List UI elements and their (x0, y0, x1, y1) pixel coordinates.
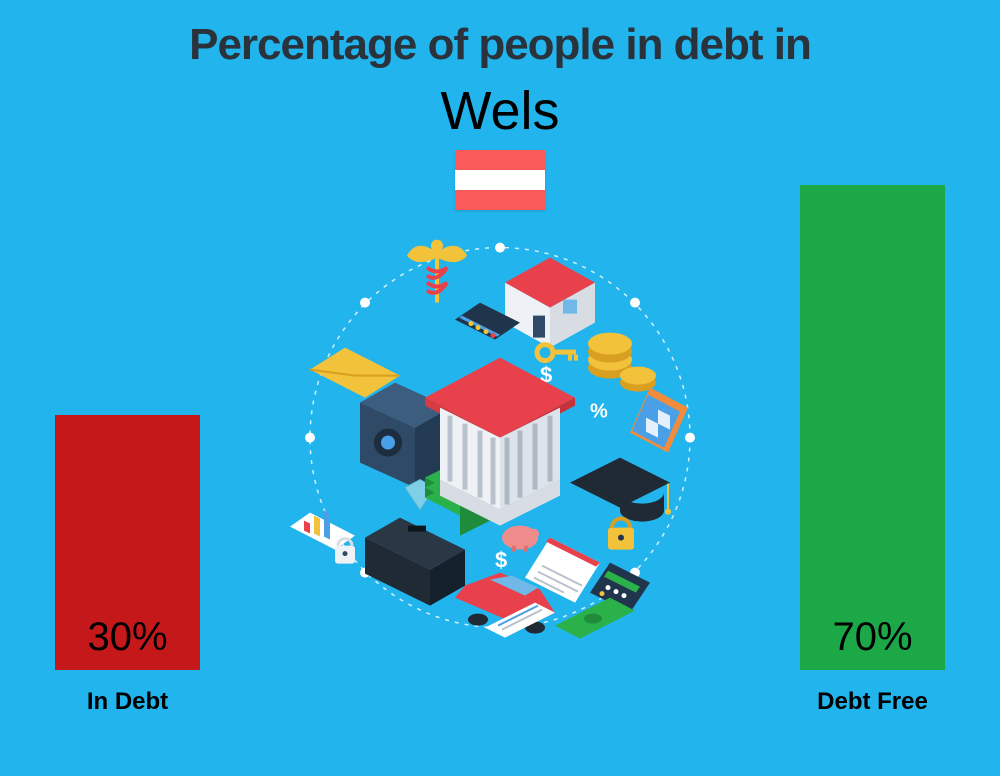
bar-in-debt-rect: 30% (55, 415, 200, 670)
flag-stripe-mid (455, 170, 545, 190)
chart-icon (290, 510, 355, 549)
city-subtitle: Wels (0, 80, 1000, 142)
flag-stripe-bot (455, 190, 545, 210)
bar-in-debt-label: In Debt (87, 688, 168, 716)
austria-flag-icon (455, 150, 545, 210)
bar-debt-free-value: 70% (832, 615, 912, 670)
bar-in-debt-value: 30% (87, 615, 167, 670)
phone-icon (630, 387, 688, 452)
bar-debt-free: 70% Debt Free (800, 185, 945, 716)
bar-debt-free-rect: 70% (800, 185, 945, 670)
page-title: Percentage of people in debt in (0, 20, 1000, 70)
briefcase-icon (365, 517, 465, 605)
bar-debt-free-label: Debt Free (817, 688, 928, 716)
coins-icon (588, 332, 656, 391)
grad-cap-icon (570, 457, 671, 521)
padlock-icon (608, 518, 634, 549)
flag-stripe-top (455, 150, 545, 170)
house-icon (505, 257, 595, 347)
caduceus-icon (407, 239, 467, 302)
svg-text:$: $ (495, 547, 507, 572)
key-icon (537, 344, 578, 360)
piggy-icon (502, 525, 539, 551)
bar-in-debt: 30% In Debt (55, 415, 200, 716)
svg-text:%: % (590, 400, 608, 422)
finance-cluster-icon: % % % $ $ (290, 227, 710, 647)
